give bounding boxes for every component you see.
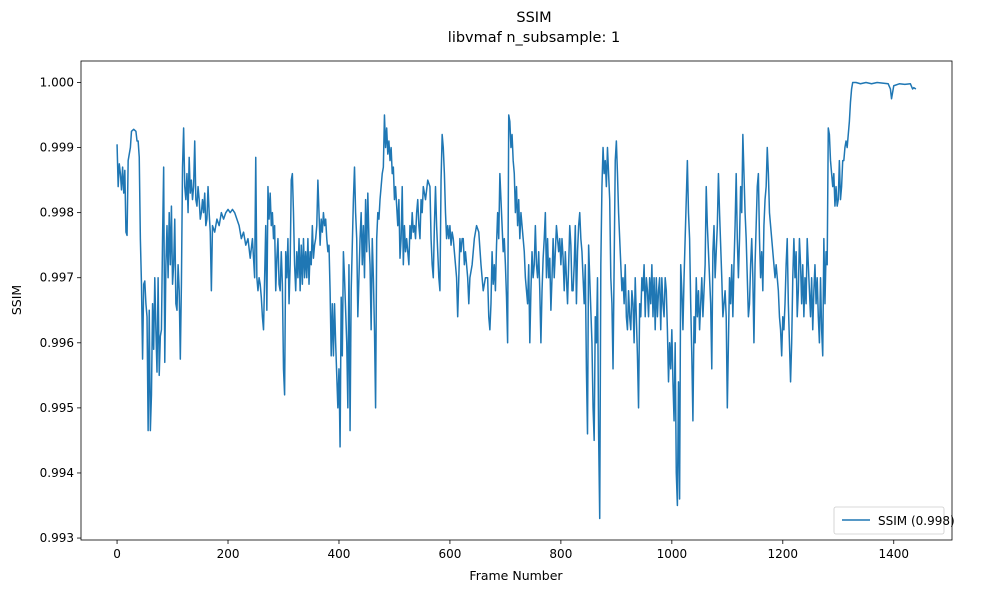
x-tick-label: 200: [217, 547, 240, 561]
plot-frame: [80, 60, 953, 541]
y-tick-label: 0.994: [40, 466, 74, 480]
ssim-series-line: [116, 81, 917, 520]
y-axis-ticks: 0.993 0.994 0.995 0.996 0.997 0.998 0.999 1.000: [40, 75, 81, 545]
x-tick-label: 1000: [657, 547, 688, 561]
chart-subtitle: libvmaf n_subsample: 1: [448, 30, 620, 46]
y-tick-label: 0.999: [40, 141, 74, 155]
y-tick-label: 0.995: [40, 401, 74, 415]
y-tick-label: 0.996: [40, 336, 74, 350]
x-axis-label: Frame Number: [469, 568, 563, 583]
x-tick-label: 1400: [878, 547, 909, 561]
x-tick-label: 800: [549, 547, 572, 561]
x-tick-label: 400: [328, 547, 351, 561]
x-tick-label: 1200: [768, 547, 799, 561]
chart-title: SSIM: [516, 10, 551, 26]
x-tick-label: 600: [438, 547, 461, 561]
y-tick-label: 1.000: [40, 75, 74, 89]
y-tick-label: 0.993: [40, 531, 74, 545]
y-axis-label: SSIM: [9, 285, 24, 315]
y-tick-label: 0.997: [40, 271, 74, 285]
x-tick-label: 0: [113, 547, 121, 561]
legend: SSIM (0.998): [833, 506, 955, 535]
y-tick-label: 0.998: [40, 206, 74, 220]
legend-entry-ssim: SSIM (0.998): [878, 514, 955, 528]
legend-box: [833, 506, 945, 535]
x-axis-ticks: 0 200 400 600 800 1000 1200 1400: [113, 540, 909, 561]
